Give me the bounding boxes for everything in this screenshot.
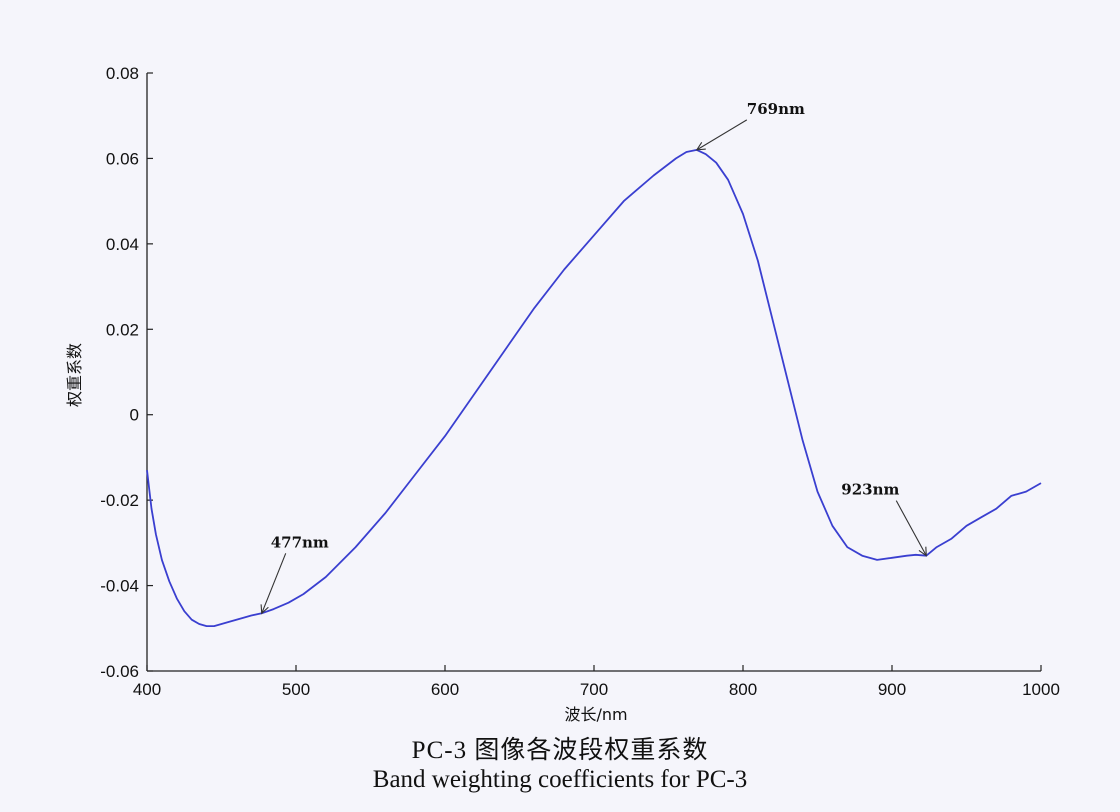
x-tick-label: 1000 <box>1022 680 1060 699</box>
y-tick-label: 0.04 <box>106 235 139 254</box>
y-tick-label: -0.04 <box>100 577 139 596</box>
caption-chinese: PC-3 图像各波段权重系数 <box>411 737 709 764</box>
y-tick-label: 0.06 <box>106 149 139 168</box>
y-tick-label: -0.02 <box>100 491 139 510</box>
annotation-label: 769nm <box>747 100 805 118</box>
x-tick-label: 700 <box>580 680 608 699</box>
chart: -0.06 -0.04 -0.02 0 0.02 0.04 0.06 0.08 400 500 60… <box>65 64 1060 724</box>
axes: -0.06 -0.04 -0.02 0 0.02 0.04 0.06 0.08 400 500 60… <box>100 64 1060 699</box>
x-tick-label: 800 <box>729 680 757 699</box>
plot-area <box>146 149 1042 627</box>
annotation-arrowhead <box>695 142 706 151</box>
x-tick-label: 900 <box>878 680 906 699</box>
y-axis-label: 权重系数 <box>65 343 84 407</box>
y-tick-label: 0.08 <box>106 64 139 83</box>
y-tick-label: 0 <box>130 406 139 425</box>
x-axis-label: 波长/nm <box>564 705 627 724</box>
x-tick-label: 400 <box>133 680 161 699</box>
caption-english: Band weighting coefficients for PC-3 <box>372 766 748 793</box>
y-tick-label: 0.02 <box>106 320 139 339</box>
annotation-arrow <box>696 119 748 151</box>
x-tick-label: 600 <box>431 680 459 699</box>
series-line <box>146 149 1042 627</box>
x-tick-label: 500 <box>282 680 310 699</box>
annotation-label: 923nm <box>841 481 899 499</box>
annotation-arrowhead <box>260 604 269 615</box>
annotation-label: 477nm <box>271 533 329 551</box>
annotation-arrow <box>261 553 287 614</box>
annotation-arrow <box>895 500 927 556</box>
y-tick-label: -0.06 <box>100 662 139 681</box>
annotations: 477nm 769nm 923nm <box>260 100 927 615</box>
annotation-arrowhead <box>918 546 927 557</box>
